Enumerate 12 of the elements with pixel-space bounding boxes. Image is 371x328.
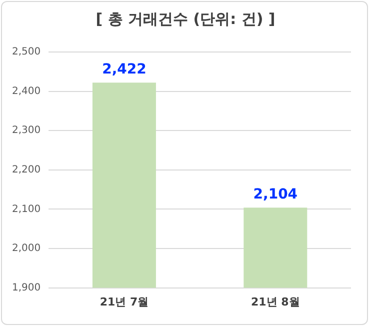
y-tick-label: 2,000: [12, 243, 41, 254]
data-label: 2,104: [253, 186, 298, 202]
x-tick-label: 21년 8월: [251, 295, 300, 308]
y-tick-label: 2,300: [12, 125, 41, 136]
y-tick-label: 2,100: [12, 204, 41, 215]
y-tick-label: 2,400: [12, 86, 41, 97]
x-tick-label: 21년 7월: [100, 295, 149, 308]
y-tick-label: 1,900: [12, 282, 41, 294]
y-tick-label: 2,500: [12, 46, 41, 58]
data-label: 2,422: [102, 61, 146, 78]
chart-title: [ 총 거래건수 (단위: 건) ]: [94, 10, 276, 29]
y-tick-label: 2,200: [12, 164, 41, 176]
